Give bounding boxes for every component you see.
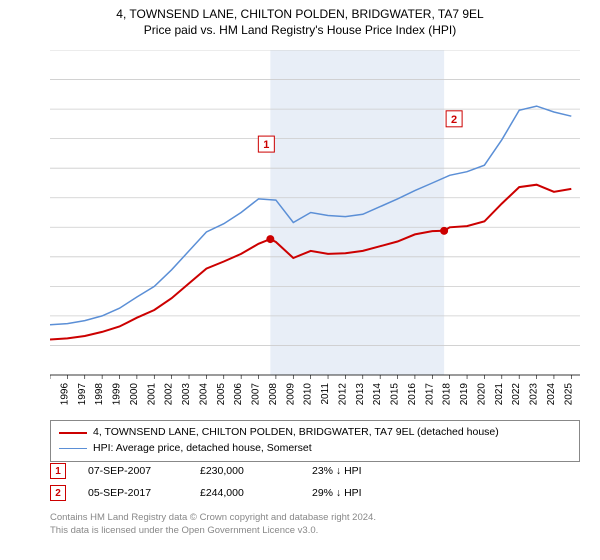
- svg-text:2015: 2015: [390, 383, 401, 406]
- legend-item-hpi: HPI: Average price, detached house, Some…: [59, 441, 571, 457]
- sale-price: £230,000: [200, 465, 290, 477]
- svg-text:2009: 2009: [285, 383, 296, 406]
- svg-text:2012: 2012: [337, 383, 348, 406]
- svg-text:2000: 2000: [129, 383, 140, 406]
- footer: Contains HM Land Registry data © Crown c…: [50, 512, 376, 538]
- sale-delta: 29% ↓ HPI: [312, 487, 402, 499]
- svg-text:2019: 2019: [459, 383, 470, 406]
- footer-line-1: Contains HM Land Registry data © Crown c…: [50, 512, 376, 525]
- svg-text:2017: 2017: [424, 383, 435, 406]
- footer-line-2: This data is licensed under the Open Gov…: [50, 525, 376, 538]
- sale-date: 07-SEP-2007: [88, 465, 178, 477]
- svg-text:1997: 1997: [77, 383, 88, 406]
- svg-text:2013: 2013: [355, 383, 366, 406]
- legend-swatch-hpi: [59, 448, 87, 449]
- title-line-1: 4, TOWNSEND LANE, CHILTON POLDEN, BRIDGW…: [0, 6, 600, 22]
- svg-text:2004: 2004: [198, 383, 209, 406]
- legend: 4, TOWNSEND LANE, CHILTON POLDEN, BRIDGW…: [50, 420, 580, 462]
- svg-text:2022: 2022: [511, 383, 522, 406]
- svg-text:2010: 2010: [303, 383, 314, 406]
- legend-label-hpi: HPI: Average price, detached house, Some…: [93, 441, 312, 457]
- svg-text:1995: 1995: [50, 383, 53, 406]
- svg-text:2011: 2011: [320, 383, 331, 405]
- sale-price: £244,000: [200, 487, 290, 499]
- svg-text:1999: 1999: [112, 383, 123, 406]
- chart-container: 4, TOWNSEND LANE, CHILTON POLDEN, BRIDGW…: [0, 0, 600, 560]
- sales-table: 1 07-SEP-2007 £230,000 23% ↓ HPI 2 05-SE…: [50, 460, 580, 504]
- sale-delta: 23% ↓ HPI: [312, 465, 402, 477]
- title-line-2: Price paid vs. HM Land Registry's House …: [0, 22, 600, 38]
- svg-text:2: 2: [451, 114, 457, 126]
- svg-text:2008: 2008: [268, 383, 279, 406]
- svg-text:2005: 2005: [216, 383, 227, 406]
- table-row: 1 07-SEP-2007 £230,000 23% ↓ HPI: [50, 460, 580, 482]
- svg-text:2003: 2003: [181, 383, 192, 406]
- svg-text:2024: 2024: [546, 383, 557, 406]
- sale-date: 05-SEP-2017: [88, 487, 178, 499]
- svg-text:2020: 2020: [476, 383, 487, 406]
- svg-text:2021: 2021: [494, 383, 505, 406]
- chart-title-block: 4, TOWNSEND LANE, CHILTON POLDEN, BRIDGW…: [0, 0, 600, 38]
- svg-text:2006: 2006: [233, 383, 244, 406]
- sale-marker-1: 1: [50, 463, 66, 479]
- svg-text:2001: 2001: [146, 383, 157, 406]
- svg-text:2007: 2007: [251, 383, 262, 406]
- svg-text:2014: 2014: [372, 383, 383, 406]
- svg-text:2002: 2002: [164, 383, 175, 406]
- table-row: 2 05-SEP-2017 £244,000 29% ↓ HPI: [50, 482, 580, 504]
- legend-item-property: 4, TOWNSEND LANE, CHILTON POLDEN, BRIDGW…: [59, 425, 571, 441]
- legend-swatch-property: [59, 432, 87, 434]
- plot-svg: £0£50K£100K£150K£200K£250K£300K£350K£400…: [50, 50, 580, 410]
- sale-marker-2: 2: [50, 485, 66, 501]
- plot-area: £0£50K£100K£150K£200K£250K£300K£350K£400…: [50, 50, 580, 410]
- svg-text:2016: 2016: [407, 383, 418, 406]
- svg-text:2023: 2023: [529, 383, 540, 406]
- svg-text:1998: 1998: [94, 383, 105, 406]
- svg-text:2018: 2018: [442, 383, 453, 406]
- legend-label-property: 4, TOWNSEND LANE, CHILTON POLDEN, BRIDGW…: [93, 425, 499, 441]
- svg-text:1996: 1996: [59, 383, 70, 406]
- svg-text:1: 1: [263, 139, 269, 151]
- svg-text:2025: 2025: [563, 383, 574, 406]
